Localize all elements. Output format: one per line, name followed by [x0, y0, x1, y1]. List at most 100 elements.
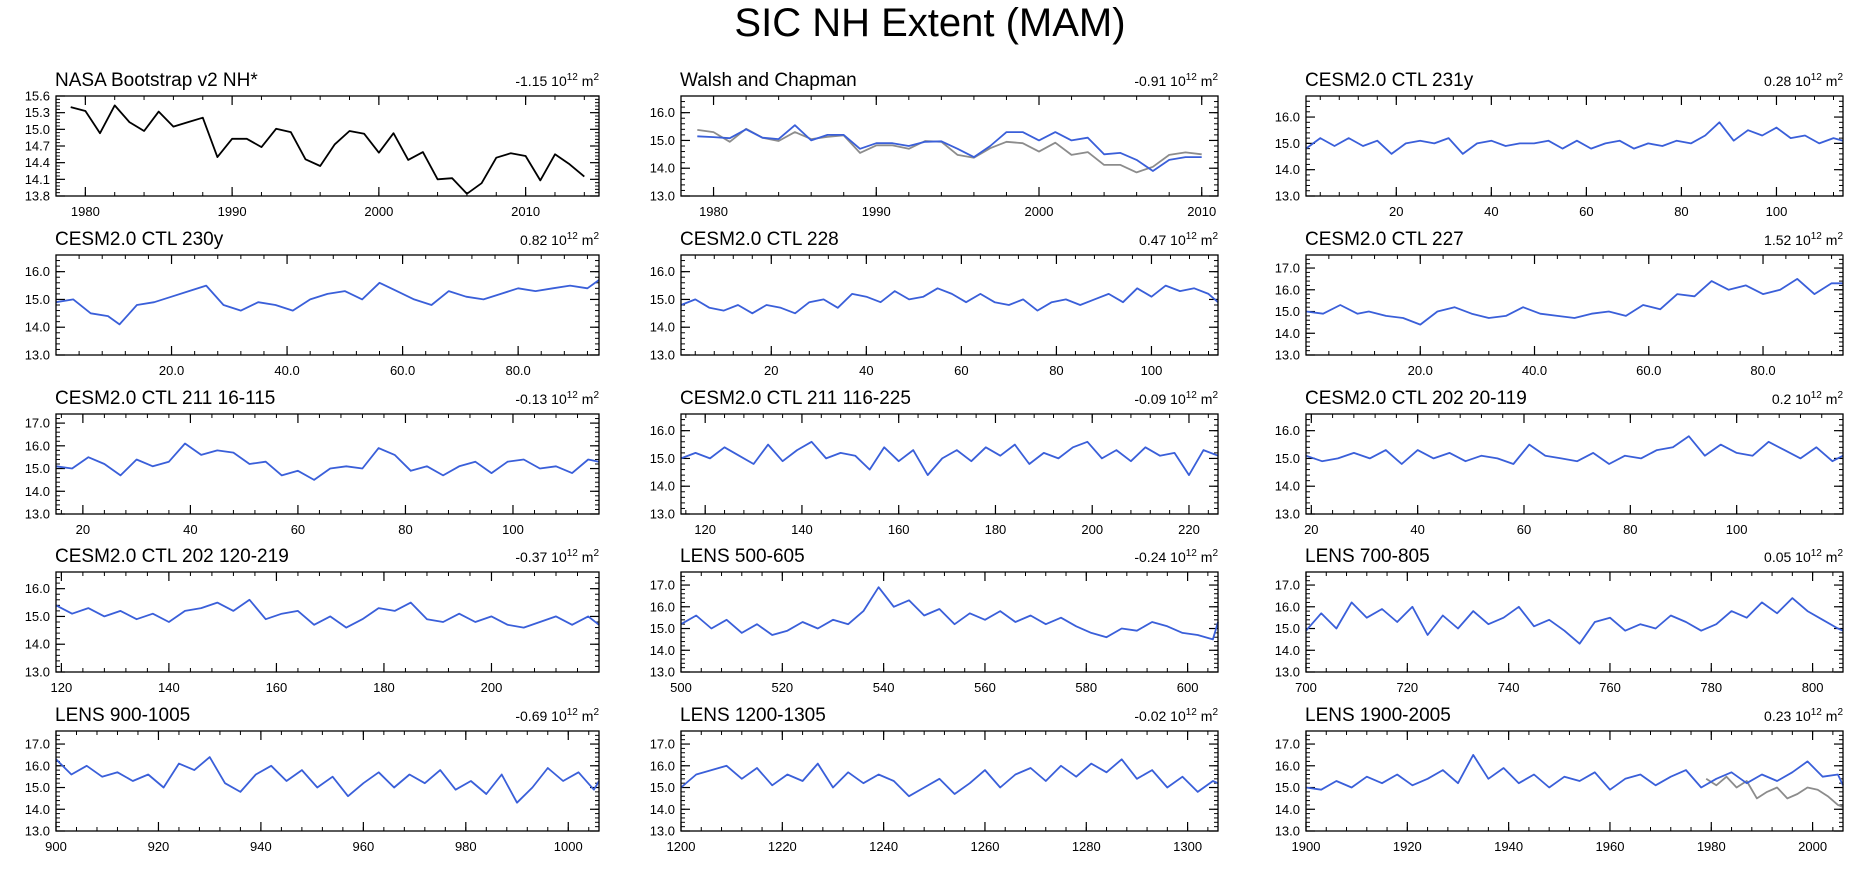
plot-frame: [1305, 95, 1844, 197]
x-tick-label: 1300: [1173, 839, 1202, 854]
trend-unit: 10: [1170, 391, 1186, 407]
x-tick-label: 60: [1579, 204, 1593, 219]
y-tick-label: 14.0: [1275, 326, 1300, 341]
x-tick-label: 100: [502, 522, 524, 537]
plot-frame: [1305, 730, 1844, 832]
trend-exponent: 12: [1811, 231, 1823, 242]
y-tick-label: 15.0: [650, 133, 675, 148]
y-tick-label: 13.0: [650, 665, 675, 680]
x-tick-label: 100: [1766, 204, 1788, 219]
x-tick-label: 80: [398, 522, 412, 537]
y-tick-label: 15.0: [1275, 136, 1300, 151]
y-tick-label: 17.0: [650, 578, 675, 593]
trend-unit: 10: [551, 73, 567, 89]
trend-value: 0.82: [520, 232, 551, 248]
panel-title: CESM2.0 CTL 211 16-115: [55, 388, 275, 409]
x-tick-label: 160: [888, 522, 910, 537]
x-tick-label: 80: [1674, 204, 1688, 219]
x-tick-label: 920: [148, 839, 170, 854]
x-tick-label: 560: [974, 680, 996, 695]
trend-value: 1.52: [1764, 232, 1795, 248]
trend-suffix-exponent: 2: [1212, 390, 1218, 401]
trend-suffix-exponent: 2: [1837, 72, 1843, 83]
plot-frame: [680, 95, 1219, 197]
y-tick-label: 16.0: [650, 599, 675, 614]
trend-unit: 10: [551, 549, 567, 565]
trend-label: -0.37 1012 m2: [515, 548, 599, 565]
x-tick-label: 60.0: [1636, 363, 1661, 378]
x-tick-label: 200: [481, 680, 503, 695]
y-tick-label: 15.0: [650, 780, 675, 795]
trend-exponent: 12: [1811, 548, 1823, 559]
x-tick-label: 960: [353, 839, 375, 854]
trend-suffix: m: [578, 232, 594, 248]
y-tick-label: 13.0: [1275, 665, 1300, 680]
y-tick-label: 15.0: [1275, 451, 1300, 466]
figure-title: SIC NH Extent (MAM): [734, 1, 1125, 45]
trend-unit: 10: [551, 708, 567, 724]
y-tick-label: 13.0: [1275, 507, 1300, 522]
plot-frame: [680, 254, 1219, 356]
trend-exponent: 12: [567, 390, 579, 401]
data-series-line: [55, 279, 600, 326]
y-tick-label: 14.0: [650, 320, 675, 335]
trend-suffix: m: [578, 73, 594, 89]
x-tick-label: 500: [670, 680, 692, 695]
trend-suffix-exponent: 2: [593, 72, 599, 83]
trend-unit: 10: [1170, 73, 1186, 89]
chart-panel: NASA Bootstrap v2 NH* -1.15 1012 m2 1980 19…: [25, 70, 600, 219]
x-tick-label: 940: [250, 839, 272, 854]
trend-suffix-exponent: 2: [1837, 390, 1843, 401]
y-tick-label: 14.0: [650, 479, 675, 494]
trend-label: 0.82 1012 m2: [520, 231, 599, 248]
trend-exponent: 12: [1186, 707, 1198, 718]
y-tick-label: 13.0: [25, 665, 50, 680]
x-tick-label: 1260: [971, 839, 1000, 854]
data-series-line: [680, 758, 1219, 798]
trend-exponent: 12: [1186, 390, 1198, 401]
trend-label: -1.15 1012 m2: [515, 72, 599, 89]
trend-value: -0.24: [1134, 549, 1170, 565]
x-tick-label: 40.0: [1522, 363, 1547, 378]
y-tick-label: 15.0: [650, 451, 675, 466]
y-tick-label: 16.0: [650, 423, 675, 438]
trend-label: -0.02 1012 m2: [1134, 707, 1218, 724]
chart-panel: Walsh and Chapman -0.91 1012 m2 1980 1990 20…: [650, 70, 1219, 219]
panel-title: Walsh and Chapman: [680, 70, 857, 91]
y-tick-label: 17.0: [25, 737, 50, 752]
x-tick-label: 2010: [511, 204, 540, 219]
x-tick-label: 20: [1304, 522, 1318, 537]
x-tick-label: 20: [764, 363, 778, 378]
trend-suffix: m: [1197, 391, 1213, 407]
panel-title: LENS 1900-2005: [1305, 705, 1451, 726]
y-tick-label: 16.0: [25, 758, 50, 773]
y-tick-label: 15.3: [25, 105, 50, 120]
y-tick-label: 16.0: [25, 581, 50, 596]
trend-exponent: 12: [567, 548, 579, 559]
y-tick-label: 13.0: [650, 189, 675, 204]
trend-label: 0.23 1012 m2: [1764, 707, 1843, 724]
y-tick-label: 14.0: [650, 161, 675, 176]
chart-panel: CESM2.0 CTL 202 20-119 0.2 1012 m2 20 40 60 8…: [1275, 388, 1844, 537]
panel-title: CESM2.0 CTL 228: [680, 229, 839, 250]
y-tick-label: 14.0: [25, 637, 50, 652]
trend-value: -1.15: [515, 73, 551, 89]
panel-title: NASA Bootstrap v2 NH*: [55, 70, 258, 91]
y-tick-label: 17.0: [1275, 261, 1300, 276]
y-tick-label: 14.0: [650, 643, 675, 658]
x-tick-label: 520: [771, 680, 793, 695]
x-tick-label: 60: [1517, 522, 1531, 537]
trend-value: -0.69: [515, 708, 551, 724]
trend-value: 0.47: [1139, 232, 1170, 248]
trend-exponent: 12: [1811, 390, 1823, 401]
x-tick-label: 40: [183, 522, 197, 537]
x-tick-label: 2010: [1187, 204, 1216, 219]
trend-suffix-exponent: 2: [1212, 72, 1218, 83]
chart-panel: LENS 900-1005 -0.69 1012 m2 900 920 940 960 98…: [25, 705, 600, 854]
y-tick-label: 16.0: [650, 105, 675, 120]
y-tick-label: 13.0: [25, 507, 50, 522]
data-series-line: [70, 104, 585, 195]
y-tick-label: 16.0: [1275, 110, 1300, 125]
x-tick-label: 80.0: [1750, 363, 1775, 378]
